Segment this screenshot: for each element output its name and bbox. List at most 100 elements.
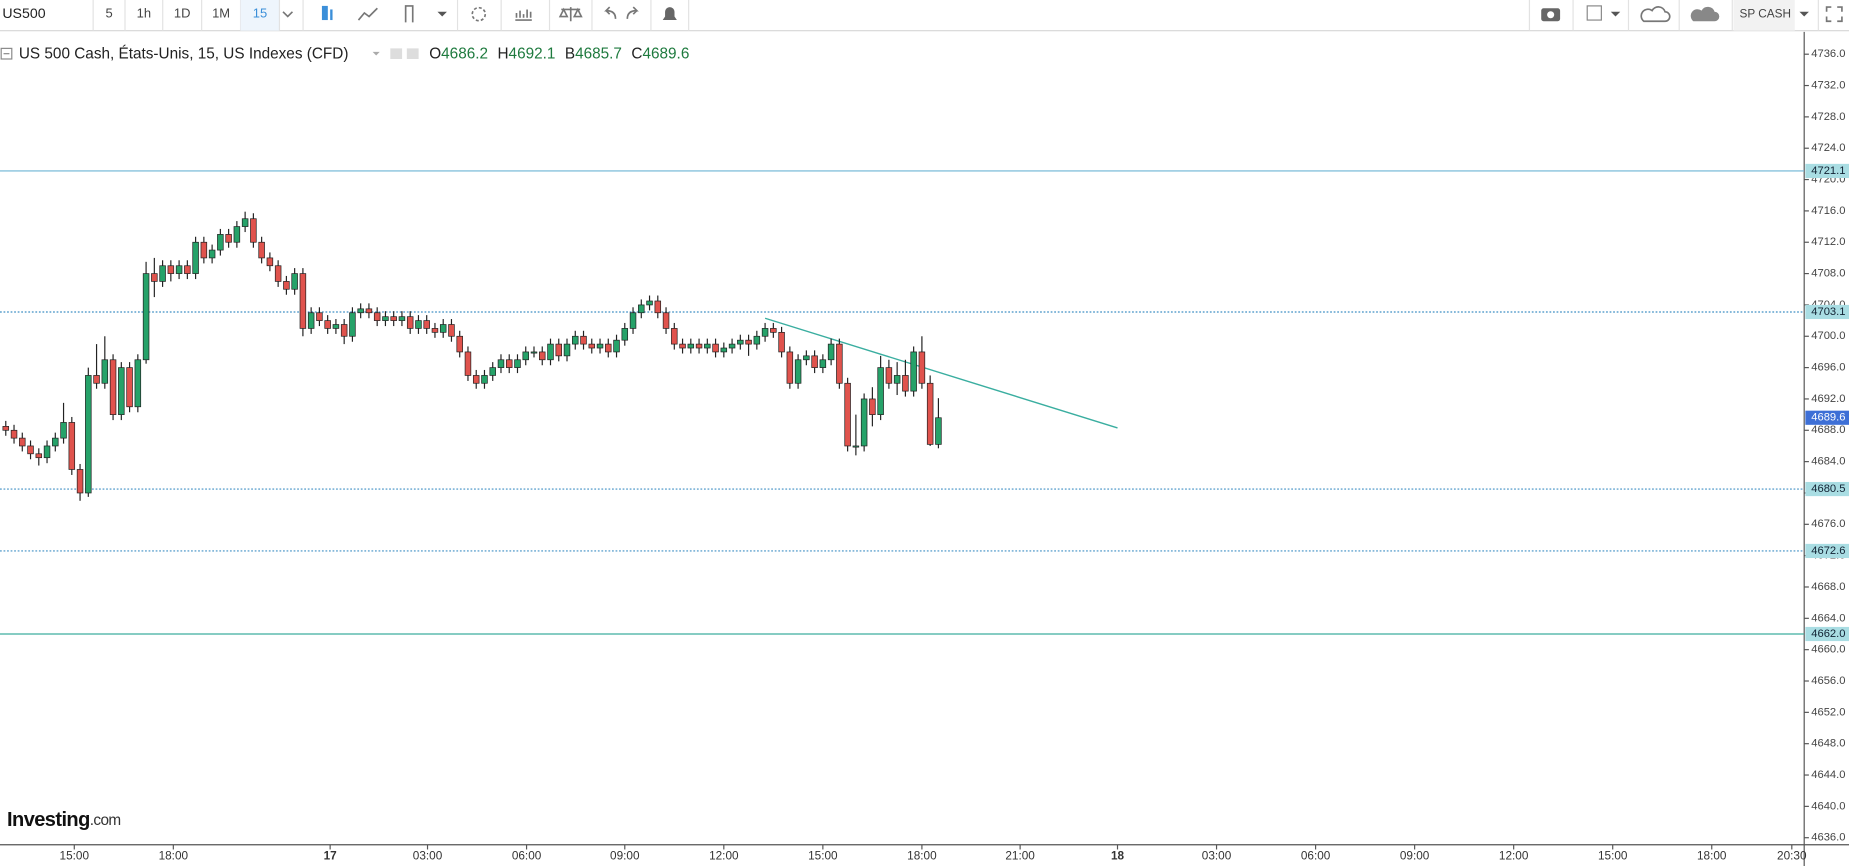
candle-body: [811, 355, 818, 368]
indicators-button[interactable]: [515, 9, 532, 21]
interval-button[interactable]: 1D: [174, 6, 191, 21]
candle-body: [390, 316, 397, 321]
collapse-button[interactable]: [0, 47, 13, 60]
y-tick-label: 4732.0: [1811, 79, 1845, 91]
settings-button[interactable]: [471, 6, 487, 22]
candle-body: [844, 382, 851, 447]
candle-body: [431, 328, 439, 333]
candle-body: [415, 320, 422, 329]
x-tick-label: 15:00: [60, 850, 90, 863]
ohlc-value: 4692.1: [509, 45, 556, 62]
y-tick-label: 4684.0: [1811, 456, 1845, 468]
y-tick-label: 4660.0: [1811, 644, 1845, 656]
candle-body: [580, 335, 587, 345]
interval-button[interactable]: 1h: [137, 6, 151, 21]
candle-body: [563, 343, 571, 357]
x-tick-label: 03:00: [413, 850, 443, 863]
legend-icon[interactable]: [390, 48, 403, 59]
y-tick-label: 4716.0: [1811, 205, 1845, 217]
level-label-bg: [1805, 163, 1849, 179]
candle-body: [572, 335, 579, 345]
x-tick-label: 18:00: [907, 850, 937, 863]
candle-body: [439, 324, 447, 333]
candle-body: [530, 351, 538, 354]
candle-body: [283, 281, 290, 290]
ohlc-label: O: [429, 45, 441, 62]
candle-body: [373, 312, 381, 321]
candle-body: [357, 308, 364, 314]
last-price-bg: [1805, 410, 1849, 425]
compare-button[interactable]: [558, 7, 583, 22]
candle-body: [134, 359, 142, 408]
alert-button[interactable]: [662, 7, 677, 21]
candle-body: [192, 241, 199, 274]
candle-body: [340, 324, 348, 337]
y-tick-label: 4724.0: [1811, 142, 1845, 154]
candle-body: [704, 343, 711, 349]
candle-body: [93, 375, 100, 384]
redo-button[interactable]: [626, 6, 639, 19]
interval-button[interactable]: 1M: [212, 6, 230, 21]
candle-body: [869, 398, 876, 415]
candle-body: [679, 343, 686, 349]
load-button[interactable]: [1640, 6, 1671, 23]
snapshot-button[interactable]: [1541, 8, 1561, 22]
legend-icon[interactable]: [406, 48, 419, 59]
x-tick-label: 06:00: [512, 850, 542, 863]
candle-body: [19, 437, 26, 447]
plot-content: [0, 170, 1805, 635]
candle-body: [654, 300, 662, 314]
candle-body: [472, 375, 480, 384]
dropdown-icon[interactable]: [1799, 11, 1809, 17]
candle-body: [935, 417, 942, 445]
candle-body: [671, 328, 678, 345]
symbol-input[interactable]: US500: [2, 5, 45, 21]
candle-body: [225, 234, 232, 243]
candle-body: [167, 265, 175, 274]
level-label: 4680.5: [1811, 483, 1845, 495]
legend: US 500 Cash, États-Unis, 15, US Indexes …: [0, 45, 689, 62]
candle-body: [728, 343, 736, 349]
interval-group: 5 1h 1D 1M 15: [105, 0, 281, 31]
candle-body: [118, 367, 125, 415]
fullscreen-button[interactable]: [1825, 6, 1843, 23]
trend-line: [764, 317, 1118, 429]
bar-type-button[interactable]: [404, 5, 414, 23]
candle-body: [35, 453, 43, 459]
candle-body: [497, 359, 505, 368]
dropdown-icon[interactable]: [437, 11, 447, 17]
line-type-button[interactable]: [357, 7, 378, 21]
layout-button[interactable]: [1586, 5, 1602, 21]
save-button[interactable]: [1690, 6, 1720, 22]
x-tick-label: 12:00: [709, 850, 739, 863]
y-tick-label: 4644.0: [1811, 769, 1845, 781]
interval-button[interactable]: 5: [105, 6, 112, 21]
undo-button[interactable]: [604, 6, 617, 19]
interval-button[interactable]: 15: [253, 6, 267, 21]
candle-body: [885, 367, 893, 384]
y-tick-label: 4696.0: [1811, 362, 1845, 374]
icon: [321, 5, 328, 21]
watermark-brand: Investing: [7, 809, 90, 831]
dropdown-icon[interactable]: [1610, 11, 1621, 17]
y-tick-label: 4692.0: [1811, 393, 1845, 405]
candle-body: [827, 343, 835, 361]
dropdown-icon[interactable]: [282, 11, 294, 18]
toolbar-bg: [0, 0, 1849, 31]
candle-body: [365, 308, 373, 314]
candle-body: [918, 351, 926, 384]
level-label-bg: [1805, 543, 1849, 559]
candle-body: [860, 398, 868, 447]
candle-body: [761, 328, 769, 337]
plot-area: 4636.0 4640.0 4644.0 4648.0 4652.0 4656.0 4660…: [0, 31, 1849, 866]
candle-type-button[interactable]: [321, 5, 333, 21]
level-label: 4703.1: [1811, 306, 1845, 318]
account-button[interactable]: SP CASH: [1740, 7, 1792, 20]
candle-body: [250, 218, 257, 243]
candle-body: [184, 265, 191, 274]
candle-body: [877, 367, 884, 415]
candle-body: [778, 331, 785, 353]
candle-body: [481, 375, 488, 384]
last-price-label: 4689.6: [1811, 412, 1845, 424]
